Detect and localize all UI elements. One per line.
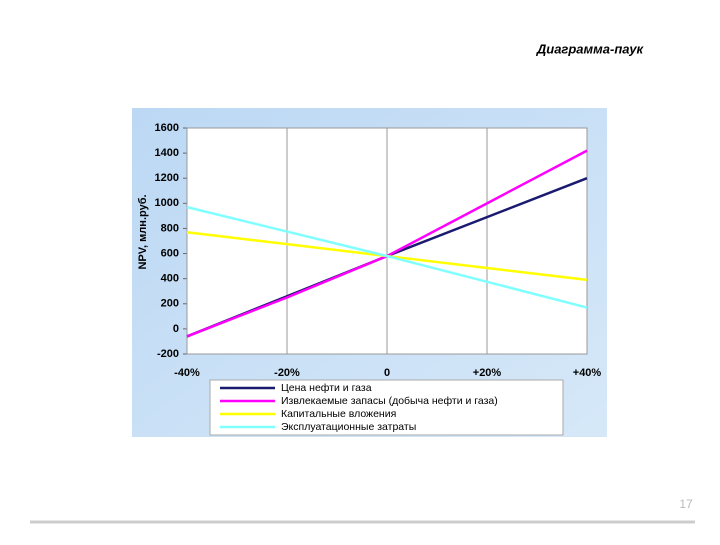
x-tick-label: -40% — [174, 367, 200, 379]
legend-label: Извлекаемые запасы (добыча нефти и газа) — [281, 395, 498, 407]
x-tick-label: 0 — [384, 367, 390, 379]
page-number: 17 — [679, 497, 693, 511]
y-tick-label: 1000 — [155, 197, 179, 209]
y-tick-label: 800 — [161, 222, 179, 234]
legend-label: Эксплуатационные затраты — [281, 421, 416, 433]
series-line — [186, 205, 588, 309]
y-tick-label: 1400 — [155, 147, 179, 159]
y-tick-label: 200 — [161, 298, 179, 310]
chart-title: Диаграмма-паук — [536, 41, 645, 56]
legend-label: Капитальные вложения — [281, 408, 396, 420]
x-tick-label: +20% — [473, 367, 502, 379]
y-tick-label: 1200 — [155, 172, 179, 184]
x-tick-label: -20% — [274, 367, 300, 379]
y-tick-label: 1600 — [155, 122, 179, 134]
y-tick-label: 600 — [161, 247, 179, 259]
y-tick-label: 0 — [173, 323, 179, 335]
y-axis-label: NPV, млн.руб. — [137, 194, 149, 269]
y-tick-label: -200 — [157, 348, 179, 360]
y-tick-label: 400 — [161, 273, 179, 285]
legend-label: Цена нефти и газа — [281, 382, 372, 394]
x-tick-label: +40% — [573, 367, 602, 379]
plot-border — [186, 127, 588, 355]
